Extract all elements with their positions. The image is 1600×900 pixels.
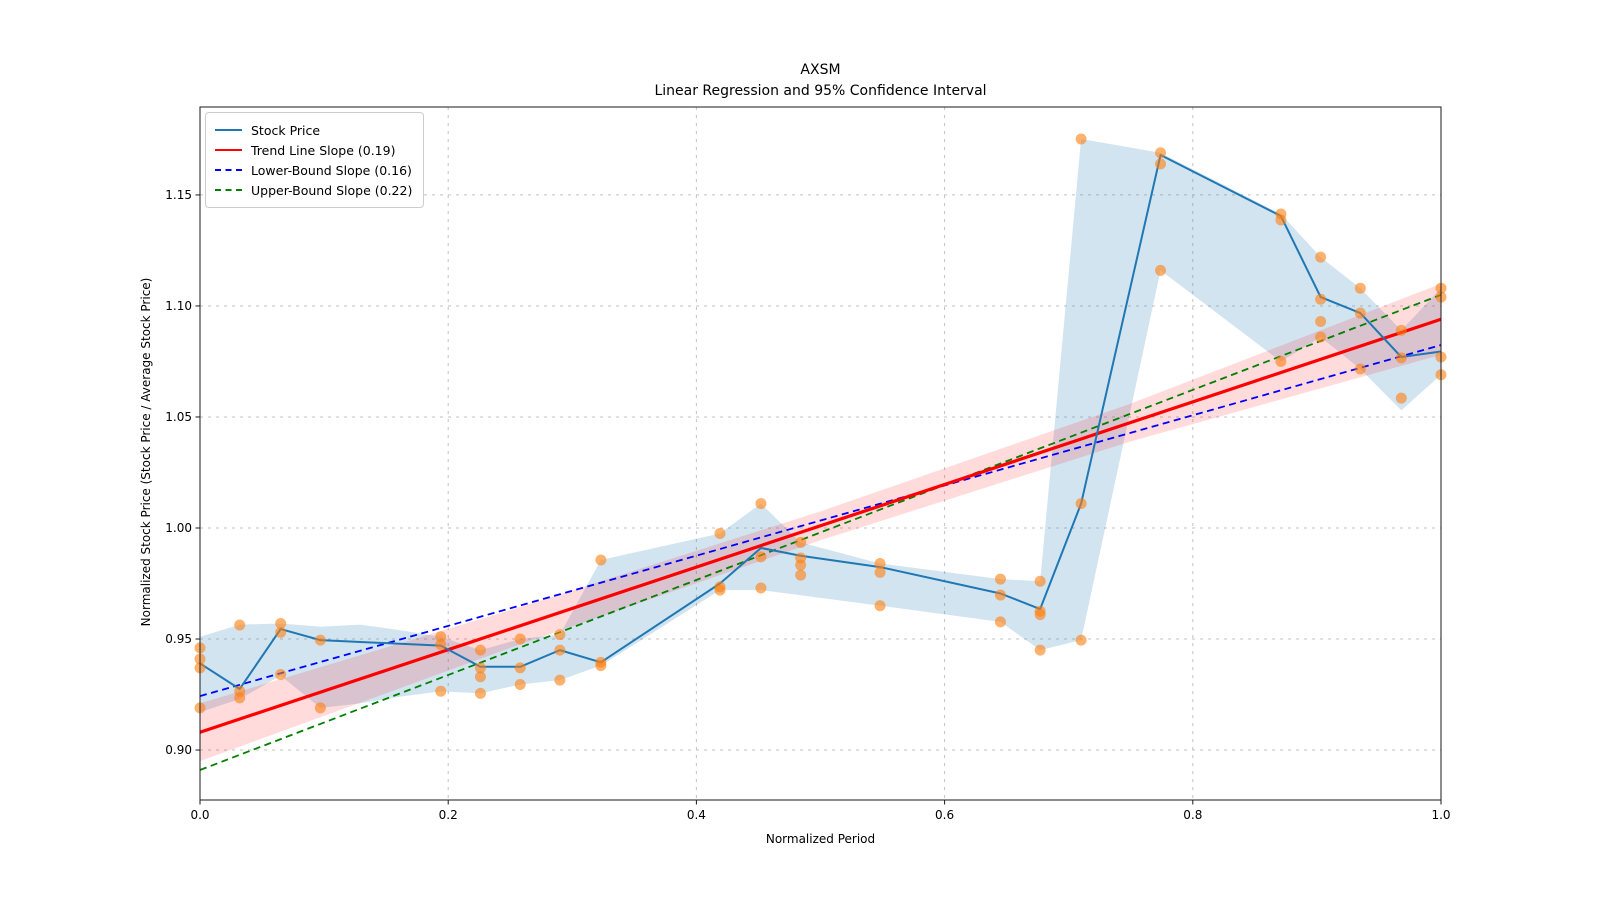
lower-bound-line [199,344,1442,697]
stock-scatter-point [1315,251,1327,263]
stock-price-line-sample [215,129,242,131]
stock-scatter-point [514,633,526,645]
confidence-band [200,283,1441,762]
stock-scatter-point [795,569,807,581]
y-tick-label: 0.90 [165,743,192,757]
lower-bound-line-sample [215,169,242,171]
stock-scatter-point [1354,282,1366,294]
stock-range-band [200,138,1441,713]
stock-scatter-point [1275,355,1287,367]
y-tick-label: 1.00 [165,521,192,535]
chart-subtitle: Linear Regression and 95% Confidence Int… [654,83,987,99]
stock-scatter-point [435,685,447,697]
y-tick-label: 1.15 [165,188,192,202]
stock-scatter-point [435,631,447,643]
stock-scatter-point [595,660,607,672]
stock-scatter-point [1354,363,1366,375]
legend-label: Stock Price [251,122,321,138]
stock-scatter-point [1354,307,1366,319]
stock-scatter-point [874,600,886,612]
stock-scatter-point [1075,498,1087,510]
x-tick-label: 0.0 [190,808,209,822]
stock-scatter-point [1034,609,1046,621]
stock-scatter-point [1395,324,1407,336]
stock-scatter-point [234,692,246,704]
x-tick-label: 0.8 [1183,808,1202,822]
stock-scatter-point [1034,644,1046,656]
stock-scatter-point [874,558,886,570]
stock-scatter-point [1395,352,1407,364]
stock-scatter-point [554,674,566,686]
x-tick-label: 0.4 [687,808,706,822]
trend-line-sample [215,149,242,151]
stock-scatter-point [554,644,566,656]
legend-item-lower-bound: Lower-Bound Slope (0.16) [215,160,412,180]
stock-scatter-point [874,566,886,578]
stock-scatter-point [234,619,246,631]
stock-scatter-point [514,679,526,691]
y-tick-label: 1.05 [165,410,192,424]
stock-scatter-point [275,626,287,638]
stock-scatter-point [554,629,566,641]
stock-scatter-point [474,687,486,699]
stock-scatter-point [1155,158,1167,170]
stock-scatter-point [755,498,767,510]
legend-item-upper-bound: Upper-Bound Slope (0.22) [215,180,412,200]
ticker-title: AXSM [800,62,841,78]
legend: Stock Price Trend Line Slope (0.19) Lowe… [205,112,425,208]
stock-scatter-point [994,573,1006,585]
stock-scatter-point [1395,392,1407,404]
stock-scatter-point [314,634,326,646]
legend-item-stock-price: Stock Price [215,120,412,140]
stock-scatter-point [1155,264,1167,276]
upper-bound-line [199,294,1442,771]
stock-scatter-point [714,584,726,596]
chart-title: AXSM Linear Regression and 95% Confidenc… [200,60,1441,102]
stock-scatter-point [314,702,326,714]
legend-label: Trend Line Slope (0.19) [251,142,396,158]
y-axis-label: Normalized Stock Price (Stock Price / Av… [139,277,153,627]
stock-scatter-point [1155,147,1167,159]
y-tick-label: 0.95 [165,632,192,646]
stock-scatter-point [1315,331,1327,343]
plot-border [199,106,1442,801]
stock-scatter-point [435,639,447,651]
stock-price-line [199,153,1442,690]
stock-scatter-point [275,617,287,629]
legend-item-trend-line: Trend Line Slope (0.19) [215,140,412,160]
legend-label: Upper-Bound Slope (0.22) [251,182,413,198]
stock-scatter-point [1034,575,1046,587]
stock-scatter-point [474,644,486,656]
x-tick-label: 0.2 [439,808,458,822]
x-tick-label: 0.6 [935,808,954,822]
stock-scatter-point [994,616,1006,628]
y-tick-label: 1.10 [165,299,192,313]
stock-scatter-point [1075,133,1087,145]
stock-scatter-point [1075,634,1087,646]
stock-scatter-point [795,536,807,548]
stock-scatter-point [795,559,807,571]
x-tick-label: 1.0 [1431,808,1450,822]
stock-scatter-point [1315,315,1327,327]
stock-scatter-point [1275,214,1287,226]
stock-scatter-point [474,671,486,683]
stock-scatter-point [755,551,767,563]
stock-scatter-point [275,669,287,681]
stock-scatter-point [714,528,726,540]
stock-scatter-point [474,662,486,674]
trend-line [199,317,1442,734]
stock-scatter-point [755,582,767,594]
upper-bound-line-sample [215,189,242,191]
legend-label: Lower-Bound Slope (0.16) [251,162,412,178]
stock-scatter-point [514,662,526,674]
x-axis-label: Normalized Period [765,832,876,846]
stock-scatter-point [1315,293,1327,305]
stock-scatter-point [595,554,607,566]
stock-scatter-point [994,589,1006,601]
